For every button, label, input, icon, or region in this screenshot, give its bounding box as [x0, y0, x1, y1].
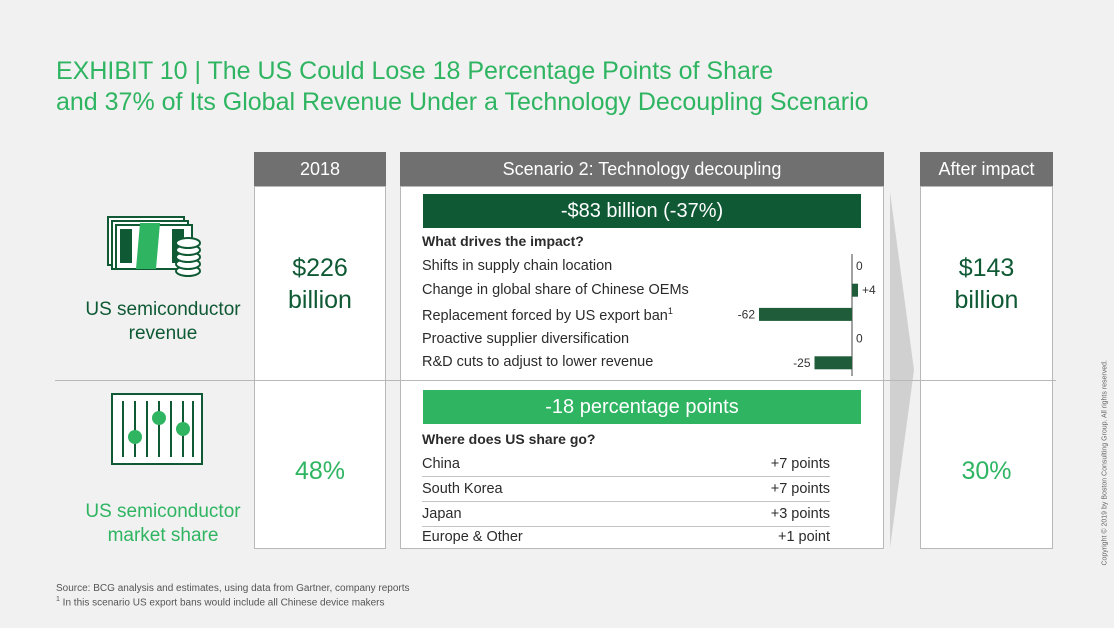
exhibit-title: EXHIBIT 10 | The US Could Lose 18 Percen…	[56, 56, 869, 118]
revenue-question: What drives the impact?	[422, 233, 584, 249]
column-header-scenario: Scenario 2: Technology decoupling	[400, 152, 884, 186]
share-2018-value: 48%	[294, 457, 346, 485]
driver-bar-1	[852, 283, 858, 297]
source-note: Source: BCG analysis and estimates, usin…	[56, 583, 410, 594]
revenue-label-line-1: US semiconductor	[85, 299, 241, 320]
revenue-impact-banner: -$83 billion (-37%)	[423, 194, 861, 228]
revenue-after-value: $143 billion	[920, 252, 1053, 316]
revenue-2018-amount: $226	[292, 254, 348, 282]
share-row-label: US semiconductor market share	[50, 500, 276, 548]
money-stack-icon	[107, 216, 201, 277]
footnote: 1 In this scenario US export bans would …	[56, 596, 385, 609]
column-after-box	[920, 186, 1053, 549]
share-row: Japan +3 points	[422, 502, 830, 527]
title-line-2: and 37% of Its Global Revenue Under a Te…	[56, 88, 869, 116]
revenue-row-label: US semiconductor revenue	[50, 298, 276, 346]
driver-bar-2	[759, 307, 852, 321]
revenue-2018-value: $226 billion	[254, 252, 386, 316]
share-row: South Korea +7 points	[422, 477, 830, 502]
column-2018-box	[254, 186, 386, 549]
driver-value-label-3: 0	[856, 332, 863, 346]
sliders-icon	[111, 393, 203, 465]
column-header-after: After impact	[920, 152, 1053, 186]
driver-label-3: Proactive supplier diversification	[422, 331, 630, 347]
driver-label-0: Shifts in supply chain location	[422, 258, 613, 274]
driver-value-label-2: -62	[738, 307, 756, 321]
revenue-after-unit: billion	[954, 286, 1019, 314]
share-label-line-2: market share	[107, 525, 219, 546]
driver-value-label-0: 0	[856, 259, 863, 273]
driver-value-label-1: +4	[862, 283, 876, 297]
row-divider	[55, 380, 1056, 381]
copyright-notice: Copyright © 2019 by Boston Consulting Gr…	[1102, 360, 1109, 566]
driver-label-1: Change in global share of Chinese OEMs	[422, 282, 689, 298]
driver-bar-chart: 0 +4 -62 0 -25	[738, 254, 876, 376]
driver-bar-4	[814, 356, 852, 370]
share-label-line-1: US semiconductor	[85, 501, 241, 522]
share-after-value: 30%	[961, 457, 1012, 485]
impact-arrow	[890, 192, 914, 548]
driver-label-4: R&D cuts to adjust to lower revenue	[422, 354, 654, 370]
share-question: Where does US share go?	[422, 431, 596, 447]
title-line-1: EXHIBIT 10 | The US Could Lose 18 Percen…	[56, 57, 774, 85]
revenue-after-amount: $143	[958, 254, 1015, 282]
column-header-2018: 2018	[254, 152, 386, 186]
driver-value-label-4: -25	[793, 356, 811, 370]
revenue-2018-unit: billion	[288, 286, 352, 314]
share-row: China +7 points	[422, 452, 830, 477]
driver-label-2: Replacement forced by US export ban1	[422, 306, 673, 324]
revenue-label-line-2: revenue	[128, 323, 198, 344]
share-impact-banner: -18 percentage points	[423, 390, 861, 424]
column-scenario-box	[400, 186, 884, 549]
footnote-superscript: 1	[667, 306, 673, 316]
share-row: Europe & Other +1 point	[422, 529, 830, 545]
